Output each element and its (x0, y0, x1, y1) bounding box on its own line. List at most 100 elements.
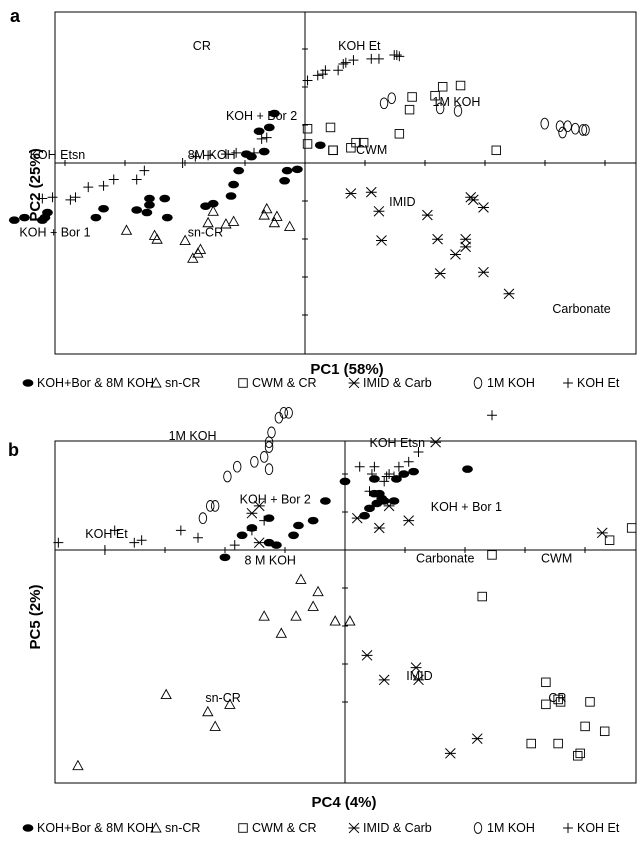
point-imid-carb (345, 188, 357, 199)
point-koh-et (221, 149, 231, 160)
point-koh-et (391, 50, 402, 60)
point-cwm-cr (541, 677, 551, 688)
point-koh-bor-8m-koh (263, 514, 275, 522)
series-koh-bor-8m-koh (219, 465, 473, 562)
legend-label-kohet: KOH Et (577, 376, 620, 390)
group-label-cr: CR (193, 39, 211, 53)
point-koh-et (384, 469, 395, 479)
point-koh-bor-8m-koh (228, 180, 240, 189)
point-koh-et (53, 537, 64, 548)
point-koh-et (256, 133, 267, 144)
point-sn-cr (227, 215, 240, 226)
point-koh-et (259, 515, 270, 526)
point-koh-et (302, 75, 313, 86)
point-imid-carb (413, 674, 424, 686)
point-koh-bor-8m-koh (462, 465, 473, 473)
group-label-carbonate: Carbonate (552, 302, 610, 316)
point-imid-carb (434, 268, 446, 279)
legend-label-imid: IMID & Carb (363, 821, 432, 835)
point-sn-cr (271, 210, 283, 221)
point-sn-cr (220, 218, 232, 229)
panel-b-chart: b 1M KOH KOH Etsn KOH + Bor 2 KOH + Bor 1 KO… (8, 406, 637, 835)
group-label-koh-et: KOH Et (85, 527, 128, 541)
point-koh-et (367, 469, 377, 479)
legend-item-m1koh: 1M KOH (473, 821, 535, 835)
point-koh-bor-8m-koh (141, 208, 153, 217)
legend-label-kohet: KOH Et (577, 821, 620, 835)
point-imid-carb (478, 266, 489, 278)
panel-a-legend: KOH+Bor & 8M KOH sn-CR CWM & CR IMID & Carb… (22, 376, 620, 390)
group-label-8m-koh: 8M KOH (188, 148, 236, 162)
point-cwm-cr (404, 104, 415, 115)
panel-a-y-axis-title: PC2 (25%) (27, 148, 44, 221)
series-1m-koh (198, 406, 293, 525)
legend-label-kohbor: KOH+Bor & 8M KOH (37, 821, 154, 835)
panel-a-group-labels: CR KOH Et 1M KOH KOH + Bor 2 CWM KOH Etsn 8M K… (19, 39, 610, 316)
point-cwm-cr (491, 145, 501, 156)
series-imid-carb (246, 436, 608, 759)
point-koh-et (348, 55, 359, 66)
legend-label-m1koh: 1M KOH (487, 376, 535, 390)
point-imid-carb (361, 650, 373, 661)
legend-label-sncr: sn-CR (165, 376, 200, 390)
point-1m-koh (264, 463, 274, 476)
point-koh-bor-8m-koh (219, 553, 231, 562)
panel-b-group-labels: 1M KOH KOH Etsn KOH + Bor 2 KOH + Bor 1 KOH … (85, 429, 572, 705)
point-1m-koh (558, 126, 567, 139)
point-koh-et (47, 192, 58, 203)
point-imid-carb (373, 205, 385, 217)
point-koh-et (354, 461, 365, 472)
point-imid-carb (460, 241, 472, 253)
panel-a-x-axis-title: PC1 (58%) (310, 361, 383, 378)
point-koh-bor-8m-koh (369, 475, 380, 483)
point-koh-bor-8m-koh (398, 470, 410, 478)
point-imid-carb (410, 662, 422, 673)
legend-marker-imid (348, 377, 360, 389)
point-cwm-cr (626, 523, 637, 533)
point-imid-carb (444, 748, 456, 759)
point-koh-bor-8m-koh (19, 213, 30, 222)
point-koh-et (231, 147, 242, 158)
panel-b-y-axis-title: PC5 (2%) (27, 584, 44, 649)
point-sn-cr (179, 234, 191, 245)
point-imid-carb (403, 515, 415, 526)
point-1m-koh (581, 124, 590, 136)
point-koh-et (389, 471, 399, 482)
point-cwm-cr (328, 145, 338, 156)
point-sn-cr (258, 209, 270, 220)
point-koh-et (175, 525, 186, 536)
group-label-8-m-koh: 8 M KOH (245, 554, 296, 568)
point-1m-koh (264, 441, 274, 453)
point-sn-cr (207, 205, 219, 216)
panel-b-letter: b (8, 440, 19, 460)
legend-item-cwmcr: CWM & CR (238, 376, 317, 390)
panel-a-frame (54, 11, 637, 355)
point-cwm-cr (599, 726, 610, 737)
point-koh-bor-8m-koh (246, 152, 257, 161)
point-koh-bor-8m-koh (339, 477, 351, 486)
legend-marker-sncr (150, 822, 162, 833)
point-cwm-cr (580, 721, 590, 732)
legend-item-sncr: sn-CR (150, 376, 200, 390)
group-label-sn-cr: sn-CR (188, 226, 223, 240)
point-koh-et (393, 461, 404, 472)
point-sn-cr (261, 202, 273, 214)
point-imid-carb (253, 500, 265, 512)
point-cwm-cr (573, 751, 583, 761)
point-koh-et (317, 69, 328, 80)
series-koh-et (37, 50, 405, 205)
point-imid-carb (430, 436, 442, 448)
point-1m-koh (284, 406, 293, 419)
point-sn-cr (258, 610, 270, 621)
point-imid-carb (365, 186, 377, 198)
point-imid-carb (421, 209, 433, 221)
series-sn-cr (72, 573, 356, 771)
legend-item-kohet: KOH Et (563, 821, 620, 835)
point-koh-bor-8m-koh (364, 504, 375, 513)
group-label-koh-bor-2: KOH + Bor 2 (240, 492, 311, 506)
point-koh-bor-8m-koh (207, 199, 219, 208)
point-koh-et (333, 65, 344, 76)
group-label-sn-cr: sn-CR (205, 691, 240, 705)
point-koh-bor-8m-koh (8, 216, 20, 224)
panel-b-x-axis-title: PC4 (4%) (311, 794, 376, 811)
